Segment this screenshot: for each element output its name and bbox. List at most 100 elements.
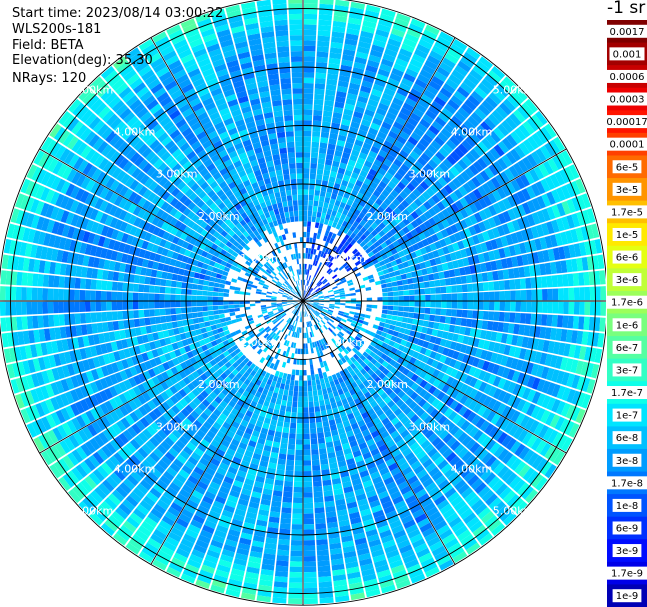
- ppi-cell: [462, 335, 470, 345]
- ppi-cell: [520, 229, 529, 242]
- ppi-cell: [297, 348, 301, 355]
- ppi-cell: [384, 171, 394, 181]
- ppi-cell: [313, 312, 318, 317]
- ppi-cell: [37, 301, 43, 315]
- ppi-cell: [435, 401, 445, 412]
- ppi-cell: [144, 276, 151, 285]
- ppi-cell: [366, 173, 375, 182]
- ppi-cell: [355, 179, 363, 188]
- ppi-cell: [341, 152, 351, 160]
- ppi-cell: [397, 111, 409, 122]
- ppi-cell: [303, 3, 318, 9]
- ppi-cell: [376, 339, 384, 346]
- ppi-cell: [433, 495, 447, 506]
- ppi-cell: [387, 426, 397, 435]
- ppi-cell: [319, 378, 325, 385]
- ppi-cell: [355, 51, 369, 60]
- ppi-cell: [329, 303, 335, 306]
- ppi-cell: [519, 313, 527, 324]
- ppi-cell: [319, 142, 328, 149]
- ppi-cell: [355, 306, 362, 310]
- ppi-cell: [492, 400, 502, 413]
- ppi-cell: [324, 398, 331, 405]
- ppi-cell: [356, 371, 364, 379]
- ppi-cell: [383, 505, 396, 515]
- ppi-cell: [392, 291, 399, 296]
- ppi-cell: [600, 286, 606, 301]
- ppi-cell: [434, 40, 449, 52]
- ppi-cell: [460, 103, 474, 115]
- ppi-cell: [351, 478, 362, 486]
- ppi-cell: [576, 257, 584, 272]
- ppi-cell: [90, 279, 97, 290]
- ppi-cell: [171, 273, 179, 281]
- ppi-cell: [381, 342, 389, 349]
- ppi-cell: [351, 213, 358, 221]
- ppi-cell: [363, 222, 371, 230]
- ppi-cell: [387, 305, 394, 311]
- ppi-cell: [385, 439, 396, 449]
- ppi-cell: [485, 134, 497, 147]
- ppi-cell: [346, 199, 354, 207]
- ppi-cell: [322, 252, 327, 259]
- ppi-cell: [427, 159, 438, 169]
- ppi-cell: [335, 372, 342, 379]
- ppi-cell: [510, 358, 519, 370]
- ppi-cell: [363, 237, 370, 244]
- ppi-cell: [439, 404, 449, 415]
- ppi-cell: [416, 43, 431, 55]
- ppi-cell: [303, 51, 316, 57]
- ppi-cell: [472, 160, 484, 173]
- ppi-cell: [457, 529, 472, 542]
- ppi-cell: [470, 478, 483, 491]
- ppi-cell: [416, 241, 425, 249]
- ppi-cell: [461, 139, 473, 152]
- ppi-cell: [528, 265, 536, 277]
- ppi-cell: [386, 222, 394, 231]
- ppi-cell: [322, 115, 332, 123]
- ppi-cell: [341, 327, 348, 333]
- ppi-cell: [442, 57, 456, 69]
- ppi-cell: [459, 394, 469, 405]
- ppi-cell: [417, 255, 425, 263]
- ppi-cell: [400, 429, 410, 439]
- ppi-cell: [492, 160, 504, 173]
- ppi-cell: [502, 379, 512, 392]
- ppi-cell: [368, 278, 375, 283]
- ppi-cell: [450, 495, 464, 508]
- ppi-cell: [484, 117, 497, 130]
- ppi-cell: [409, 356, 417, 365]
- ppi-cell: [323, 324, 328, 330]
- ppi-cell: [378, 413, 388, 422]
- ppi-cell: [588, 271, 596, 286]
- ppi-cell: [477, 185, 487, 197]
- ppi-cell: [387, 554, 402, 564]
- ppi-cell: [489, 458, 501, 472]
- ppi-cell: [282, 496, 293, 503]
- ppi-cell: [309, 326, 313, 332]
- ppi-cell: [370, 229, 378, 237]
- ppi-cell: [337, 230, 343, 237]
- ppi-cell: [313, 99, 324, 106]
- ppi-cell: [355, 493, 367, 502]
- ppi-cell: [435, 425, 445, 436]
- ppi-cell: [403, 519, 416, 530]
- ppi-cell: [197, 317, 205, 323]
- ppi-cell: [381, 189, 390, 198]
- ppi-cell: [402, 334, 410, 341]
- ppi-cell: [330, 324, 336, 330]
- ppi-cell: [419, 213, 428, 223]
- ppi-cell: [315, 287, 321, 292]
- ppi-cell: [535, 365, 545, 378]
- ppi-cell: [314, 502, 325, 509]
- ppi-cell: [390, 227, 398, 236]
- ppi-cell: [477, 103, 491, 117]
- ppi-cell: [337, 427, 346, 435]
- ppi-cell: [581, 193, 592, 209]
- ppi-cell: [446, 332, 454, 341]
- ppi-cell: [308, 302, 314, 304]
- ppi-cell: [304, 290, 306, 296]
- ppi-cell: [447, 99, 460, 111]
- ppi-cell: [501, 468, 514, 482]
- ppi-cell: [481, 272, 489, 282]
